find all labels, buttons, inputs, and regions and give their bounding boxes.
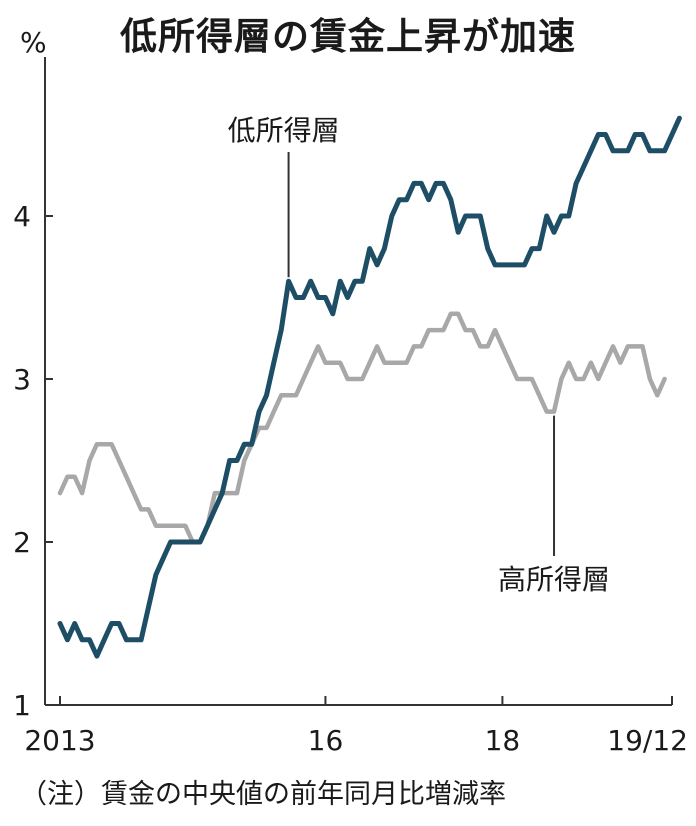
x-tick-label: 19/12 xyxy=(607,724,688,757)
y-tick-label: 3 xyxy=(13,363,31,396)
y-tick-label: 4 xyxy=(13,200,31,233)
x-tick-label: 18 xyxy=(485,724,521,757)
y-tick-label: 1 xyxy=(13,689,31,722)
x-tick-label: 2013 xyxy=(24,724,95,757)
high-income-series-label: 高所得層 xyxy=(498,563,610,596)
series-line-high-income xyxy=(57,311,667,545)
y-axis-unit: % xyxy=(20,26,47,59)
chart-title: 低所得層の賃金上昇が加速 xyxy=(120,15,576,58)
low-income-series-label: 低所得層 xyxy=(228,114,340,147)
y-tick-label: 2 xyxy=(13,526,31,559)
x-tick-label: 16 xyxy=(308,724,344,757)
series-line-low-income xyxy=(57,115,682,659)
chart-note: （注）賃金の中央値の前年同月比増減率 xyxy=(20,779,506,810)
